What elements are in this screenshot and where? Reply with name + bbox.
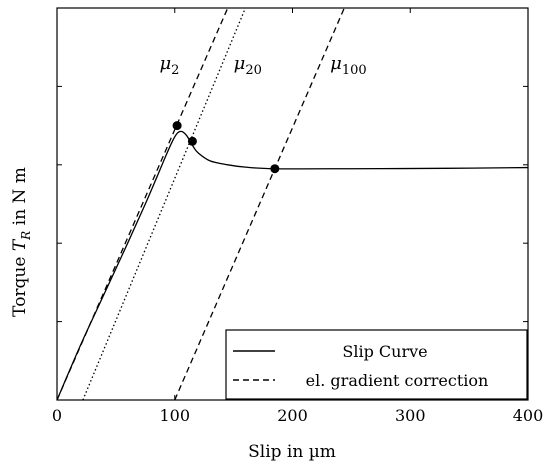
x-tick-label-400: 400 bbox=[513, 406, 544, 425]
series-line--100 bbox=[174, 8, 345, 400]
annotation-mu-100: μ100 bbox=[330, 53, 367, 78]
series-line--20 bbox=[82, 8, 247, 400]
x-tick-label-300: 300 bbox=[395, 406, 426, 425]
y-axis-title-subscript: R bbox=[19, 231, 33, 241]
x-tick-label-200: 200 bbox=[277, 406, 308, 425]
intersection-marker-2 bbox=[187, 136, 197, 146]
y-axis-title: Torque TR in N m bbox=[10, 167, 33, 317]
series-line--2 bbox=[57, 8, 229, 400]
intersection-marker-1 bbox=[172, 121, 182, 131]
axes-layer: 0 100 200 300 400 bbox=[52, 7, 544, 425]
annotation-mu-2: μ2 bbox=[159, 53, 179, 78]
legend-label-slip-curve: Slip Curve bbox=[342, 342, 427, 361]
legend-label-gradient-correction: el. gradient correction bbox=[306, 371, 489, 390]
annotation-mu-20: μ20 bbox=[234, 53, 262, 78]
y-axis-title-prefix: Torque bbox=[10, 251, 30, 317]
plot-layer: μ2 μ20 μ100 bbox=[57, 8, 528, 400]
intersection-marker-3 bbox=[270, 164, 280, 174]
x-tick-label-0: 0 bbox=[52, 406, 62, 425]
legend: Slip Curve el. gradient correction bbox=[225, 329, 528, 400]
y-axis-title-symbol: T bbox=[10, 238, 30, 251]
legend-box bbox=[225, 329, 528, 400]
y-axis-title-suffix: in N m bbox=[10, 167, 30, 231]
x-tick-label-100: 100 bbox=[159, 406, 190, 425]
x-axis-title: Slip in µm bbox=[248, 442, 336, 462]
